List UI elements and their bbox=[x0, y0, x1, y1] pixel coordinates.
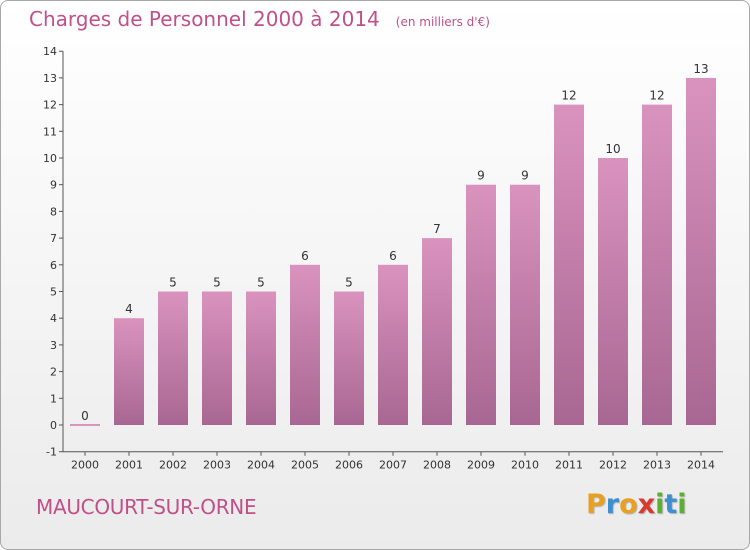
logo-letter: r bbox=[605, 489, 620, 520]
y-tick-label: 12 bbox=[43, 99, 57, 112]
x-tick-label: 2003 bbox=[203, 459, 231, 472]
x-tick-label: 2011 bbox=[555, 459, 583, 472]
data-label: 4 bbox=[125, 302, 133, 316]
y-tick-label: 0 bbox=[50, 419, 57, 432]
x-tick-label: 2001 bbox=[115, 459, 143, 472]
bar bbox=[554, 104, 584, 425]
chart-labels: 0 2000 4 2001 5 2002 5 2003 5 2004 6 2005 5 2006 6 2007… bbox=[71, 62, 715, 472]
bar bbox=[334, 291, 364, 425]
data-label: 9 bbox=[477, 169, 485, 183]
x-tick-label: 2004 bbox=[247, 459, 275, 472]
y-tick-label: 1 bbox=[50, 392, 57, 405]
y-tick-label: -1 bbox=[46, 446, 57, 459]
chart-title: Charges de Personnel 2000 à 2014 (en mill… bbox=[29, 7, 490, 31]
bar bbox=[70, 424, 100, 426]
data-label: 12 bbox=[561, 89, 576, 103]
chart-title-text: Charges de Personnel 2000 à 2014 bbox=[29, 7, 380, 31]
y-tick-label: 5 bbox=[50, 286, 57, 299]
x-tick-label: 2013 bbox=[643, 459, 671, 472]
logo-letter: t bbox=[664, 489, 678, 520]
data-label: 6 bbox=[301, 249, 309, 263]
logo-letter: o bbox=[619, 489, 638, 520]
bar bbox=[158, 291, 188, 425]
data-label: 5 bbox=[169, 276, 177, 290]
x-tick-label: 2006 bbox=[335, 459, 363, 472]
y-tick-label: 10 bbox=[43, 152, 57, 165]
bar bbox=[642, 104, 672, 425]
x-tick-label: 2002 bbox=[159, 459, 187, 472]
x-tick-label: 2007 bbox=[379, 459, 407, 472]
x-tick-label: 2010 bbox=[511, 459, 539, 472]
x-tick-label: 2012 bbox=[599, 459, 627, 472]
data-label: 13 bbox=[693, 62, 708, 76]
bar bbox=[114, 318, 144, 425]
data-label: 10 bbox=[605, 142, 620, 156]
y-tick-label: 14 bbox=[43, 45, 57, 58]
bar bbox=[246, 291, 276, 425]
y-tick-label: 9 bbox=[50, 179, 57, 192]
x-tick-label: 2008 bbox=[423, 459, 451, 472]
bar bbox=[510, 184, 540, 425]
bar bbox=[466, 184, 496, 425]
y-tick-label: 7 bbox=[50, 232, 57, 245]
data-label: 12 bbox=[649, 89, 664, 103]
commune-name: MAUCOURT-SUR-ORNE bbox=[36, 495, 257, 519]
y-tick-label: 8 bbox=[50, 205, 57, 218]
bar bbox=[422, 238, 452, 425]
proxiti-logo: Proxiti bbox=[586, 489, 687, 520]
data-label: 0 bbox=[81, 409, 89, 423]
data-label: 5 bbox=[257, 276, 265, 290]
logo-letter: P bbox=[586, 489, 606, 520]
y-tick-label: 6 bbox=[50, 259, 57, 272]
x-tick-label: 2014 bbox=[687, 459, 715, 472]
y-tick-label: 13 bbox=[43, 72, 57, 85]
y-tick-label: 4 bbox=[50, 312, 57, 325]
data-label: 6 bbox=[389, 249, 397, 263]
data-label: 5 bbox=[345, 276, 353, 290]
y-tick-label: 2 bbox=[50, 366, 57, 379]
chart-bars bbox=[70, 77, 716, 426]
x-tick-label: 2005 bbox=[291, 459, 319, 472]
y-tick-label: 3 bbox=[50, 339, 57, 352]
y-tick-label: 11 bbox=[43, 125, 57, 138]
bar bbox=[598, 158, 628, 425]
data-label: 7 bbox=[433, 222, 441, 236]
bar bbox=[290, 264, 320, 425]
bar bbox=[202, 291, 232, 425]
bar bbox=[686, 77, 716, 426]
logo-letter: i bbox=[677, 489, 687, 520]
chart-subtitle: (en milliers d'€) bbox=[395, 15, 490, 29]
x-tick-label: 2009 bbox=[467, 459, 495, 472]
x-tick-label: 2000 bbox=[71, 459, 99, 472]
data-label: 5 bbox=[213, 276, 221, 290]
bar bbox=[378, 264, 408, 425]
logo-letter: i bbox=[655, 489, 665, 520]
logo-letter: x bbox=[637, 489, 656, 520]
data-label: 9 bbox=[521, 169, 529, 183]
